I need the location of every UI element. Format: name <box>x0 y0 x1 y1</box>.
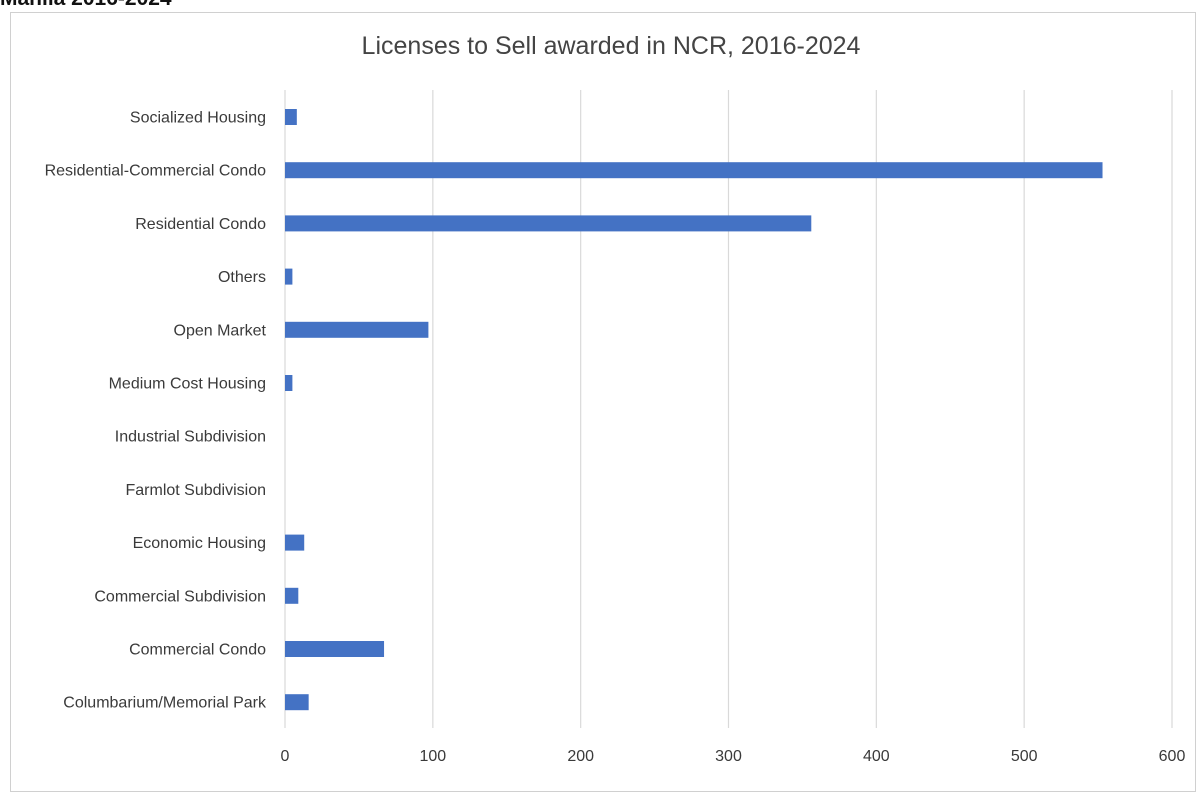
bar <box>285 215 812 232</box>
chart-frame <box>10 12 1196 792</box>
bar <box>285 534 305 551</box>
x-tick-labels: 0 100 200 300 400 500 600 <box>281 748 1186 765</box>
category-label: Open Market <box>174 322 267 339</box>
category-labels: Socialized Housing Residential-Commercial… <box>45 110 267 712</box>
category-label: Commercial Condo <box>129 642 266 659</box>
bar <box>285 162 1103 179</box>
bar <box>285 109 297 125</box>
category-label: Others <box>218 269 266 286</box>
bar <box>285 694 309 711</box>
category-label: Commercial Subdivision <box>94 588 266 605</box>
x-tick-label: 200 <box>567 748 594 765</box>
x-tick-label: 100 <box>419 748 446 765</box>
chart-title: Licenses to Sell awarded in NCR, 2016-20… <box>362 32 861 60</box>
x-tick-label: 600 <box>1159 748 1186 765</box>
bar <box>285 375 293 391</box>
x-tick-label: 400 <box>863 748 890 765</box>
page-heading-fragment: Manila 2016-2024 <box>0 0 172 11</box>
x-tick-label: 0 <box>281 748 290 765</box>
category-label: Industrial Subdivision <box>115 429 266 446</box>
x-tick-label: 500 <box>1011 748 1038 765</box>
category-label: Economic Housing <box>133 535 266 552</box>
category-label: Residential-Commercial Condo <box>45 163 267 180</box>
category-label: Columbarium/Memorial Park <box>63 695 267 712</box>
bars <box>285 109 1103 711</box>
bar <box>285 641 385 657</box>
gridlines <box>284 90 1173 728</box>
x-tick-label: 300 <box>715 748 742 765</box>
bar <box>285 587 299 604</box>
bar <box>285 268 293 285</box>
bar <box>285 321 429 338</box>
category-label: Residential Condo <box>135 216 266 233</box>
category-label: Socialized Housing <box>130 110 266 127</box>
category-label: Medium Cost Housing <box>109 376 266 393</box>
category-label: Farmlot Subdivision <box>126 482 267 499</box>
bar-chart: Licenses to Sell awarded in NCR, 2016-20… <box>45 32 1186 765</box>
